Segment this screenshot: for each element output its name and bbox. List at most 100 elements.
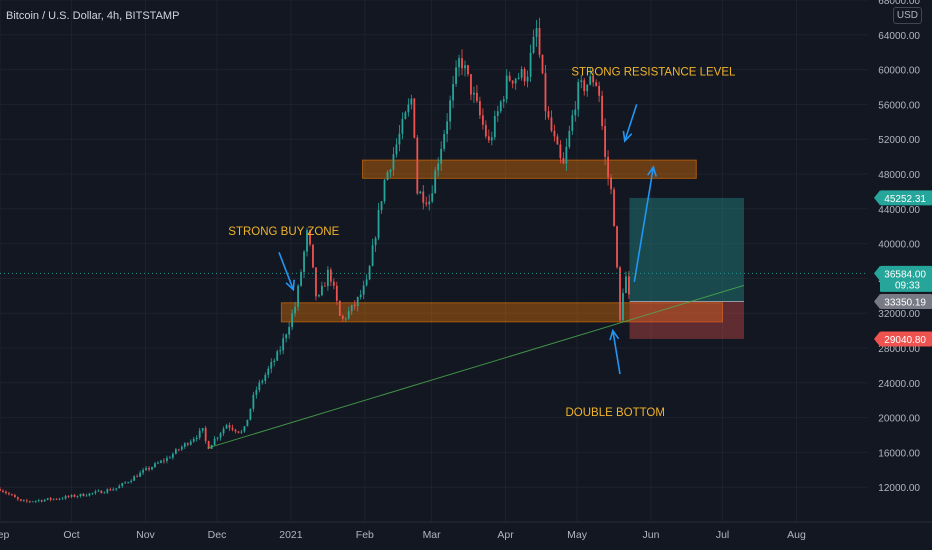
candle-body [502,99,505,102]
price-tag-label: 29040.80 [884,335,926,346]
candle-body [103,492,106,494]
y-tick-label: 68000.00 [878,0,920,7]
candle-body [225,425,228,429]
candle-body [359,294,362,298]
candle-body [5,491,7,494]
candle-body [133,476,136,481]
candle-body [186,443,189,445]
price-tag-label: 36584.00 [884,269,926,280]
candle-body [610,177,612,190]
candle-body [25,500,28,502]
candle-body [505,75,508,100]
long-position-tool[interactable] [629,197,744,339]
arrow-head [622,130,633,143]
candle-body [616,226,618,268]
candle-body [163,460,165,462]
candle-body [213,438,216,445]
candle-body [476,92,478,102]
candle-body [115,488,118,490]
x-tick-label: Aug [787,529,806,541]
candle-body [383,180,386,202]
arrow-head [646,165,657,177]
candle-body [604,126,606,157]
time-axis-bg [0,522,932,550]
candle-body [562,158,565,164]
x-tick-label: Feb [356,529,374,541]
candle-body [326,269,329,287]
candle-body [76,496,79,497]
currency-label[interactable]: USD [892,7,922,24]
candle-body [64,496,67,499]
candle-body [252,394,255,409]
candle-body [437,163,440,171]
candle-body [142,469,144,473]
candle-body [240,431,243,433]
price-tag-pointer [874,190,880,206]
candle-body [109,489,112,491]
x-tick-label: Sep [0,529,9,541]
candle-body [234,429,237,432]
candle-body [67,496,70,497]
arrow-shaft [633,166,655,283]
candle-body [189,441,192,445]
candle-body [332,281,335,286]
candle-body [183,443,186,447]
candle-body [112,489,115,491]
candle-body [467,65,469,75]
candle-body [169,457,171,459]
annotation-label: STRONG BUY ZONE [228,226,339,238]
candle-body [541,54,544,74]
x-tick-label: Apr [497,529,514,541]
candle-body [550,117,553,131]
candle-body [404,112,407,119]
candle-body [303,251,305,272]
countdown-label: 09:33 [895,280,920,291]
candle-body [592,76,595,83]
candle-body [177,449,180,451]
candle-body [556,136,559,145]
candle-body [79,493,82,497]
candle-body [523,68,526,82]
candle-body [329,269,332,282]
candle-body [219,433,222,438]
x-tick-label: 2021 [279,529,303,541]
candle-body [192,439,195,442]
candle-body [553,130,556,137]
candle-body [166,457,168,461]
annotations: STRONG BUY ZONE STRONG RESISTANCE LEVEL DO… [228,67,736,419]
candle-body [0,488,1,491]
profit-zone [629,197,744,302]
candle-body [22,500,25,502]
candle-body [347,311,350,319]
annotation-label: DOUBLE BOTTOM [565,407,664,419]
candle-body [470,74,472,95]
candle-body [377,209,380,239]
candle-body [106,489,109,493]
candle-body [37,500,40,501]
candle-body [398,133,401,145]
buy-zone [280,302,724,323]
x-tick-label: Jun [643,529,660,541]
candle-body [43,499,46,502]
candle-body [174,449,177,454]
candle-body [148,467,150,470]
candle-body [508,75,511,81]
candle-body [574,109,577,116]
candle-body [11,494,13,496]
candle-body [395,144,398,155]
time-axis[interactable]: Sep Oct Nov Dec 2021 Feb Mar Apr May Jun Jul Aug [0,521,932,550]
candle-body [180,446,183,450]
candle-body [461,58,463,69]
candle-body [532,36,535,53]
candle-body [258,382,261,390]
candle-body [136,476,139,478]
arrow-head [285,279,295,292]
candle-body [479,101,481,116]
price-tag [880,190,932,206]
candle-body [249,408,252,420]
candle-body [392,154,395,170]
candle-body [127,482,130,483]
